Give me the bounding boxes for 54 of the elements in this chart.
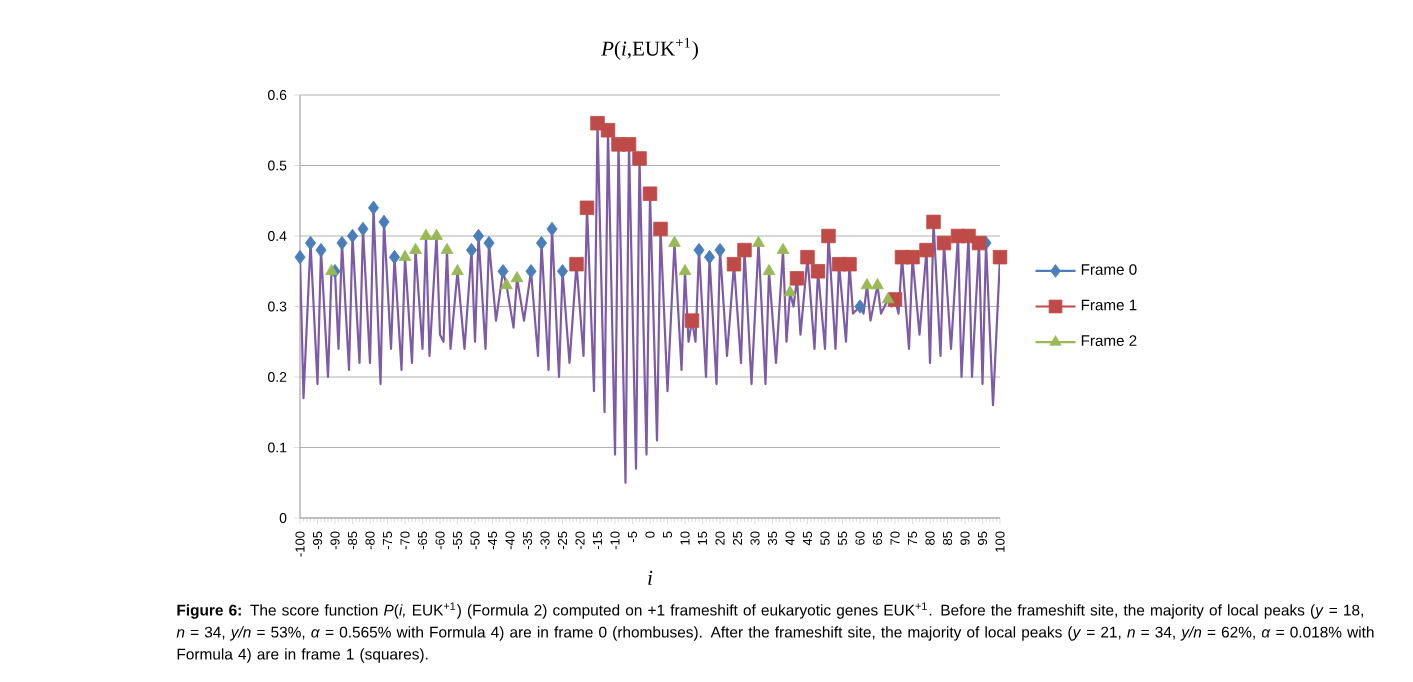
x-tick-label: -60 xyxy=(435,531,445,550)
x-tick-label: -30 xyxy=(540,531,550,550)
x-tick-label: 45 xyxy=(802,531,813,546)
x-tick-label: 0 xyxy=(645,531,655,538)
x-tick-label: 60 xyxy=(855,531,865,545)
x-tick-label: 25 xyxy=(732,531,743,545)
x-tick-label: -100 xyxy=(295,531,305,557)
x-tick-label: 95 xyxy=(977,531,988,545)
x-tick-label: -85 xyxy=(347,531,358,550)
x-tick-label: 65 xyxy=(872,531,883,545)
x-tick-label: 80 xyxy=(925,531,935,545)
x-tick-label: 100 xyxy=(995,531,1005,552)
x-tick-label: 15 xyxy=(697,531,708,545)
x-tick-label: -15 xyxy=(592,531,603,550)
legend-label: Frame 0 xyxy=(1081,264,1137,275)
x-tick-label: 10 xyxy=(680,531,690,545)
x-tick-label: -40 xyxy=(505,531,515,550)
legend-label: Frame 1 xyxy=(1081,299,1137,311)
x-tick-label: -95 xyxy=(312,531,323,550)
x-tick-label: -55 xyxy=(452,531,463,550)
y-tick-label: 0.2 xyxy=(268,372,287,382)
x-tick-label: -75 xyxy=(382,531,393,550)
x-tick-label: -25 xyxy=(557,531,568,550)
x-tick-label: -45 xyxy=(487,531,498,550)
x-tick-label: -70 xyxy=(400,531,410,550)
x-tick-label: 90 xyxy=(960,531,970,545)
text: Figure 6: The score function P(i, EUK$^{+1}$) (Formula 2) computed on +1 frameshift of eukaryotic genes EUK$^{+1}$. Before the frameshift site, the majority of local peaks (y = 18, n = 34, y/n = 53%, α = 0.565% with Formula 4) are in frame 0 (rhombuses). After the frameshift site, the majority of local peaks (y = 21, n = 34, y/n = 62%, α = 0.018% with Formula 4) are in frame 1 (squares). xyxy=(176,602,1374,663)
x-tick-label: 35 xyxy=(767,531,778,546)
x-tick-label: -5 xyxy=(627,531,638,543)
chart-title: P(i,EUK$^{+1}$) xyxy=(601,37,698,60)
x-tick-label: 75 xyxy=(907,531,918,545)
x-tick-label: -35 xyxy=(522,531,533,550)
x-tick-label: -90 xyxy=(330,531,340,550)
x-tick-label: 30 xyxy=(750,531,760,546)
x-tick-label: 70 xyxy=(890,531,900,545)
y-tick-label: 0 xyxy=(279,513,287,523)
y-tick-label: 0.4 xyxy=(268,231,287,241)
y-tick-label: 0.6 xyxy=(268,90,287,100)
x-tick-label: 40 xyxy=(785,531,795,546)
y-tick-label: 0.5 xyxy=(268,160,287,171)
x-tick-label: 20 xyxy=(715,531,725,545)
x-tick-label: 55 xyxy=(837,531,848,545)
x-axis-title: i xyxy=(648,570,653,585)
x-tick-label: -65 xyxy=(417,531,428,550)
y-tick-label: 0.3 xyxy=(268,301,287,312)
x-tick-label: -20 xyxy=(575,531,585,550)
x-tick-label: 85 xyxy=(942,531,953,545)
x-tick-label: -10 xyxy=(610,531,620,550)
x-tick-label: 50 xyxy=(820,531,830,545)
x-tick-label: -50 xyxy=(470,531,480,550)
legend-label: Frame 2 xyxy=(1081,335,1137,346)
x-tick-label: 5 xyxy=(662,531,673,538)
x-tick-label: -80 xyxy=(365,531,375,550)
y-tick-label: 0.1 xyxy=(268,442,287,453)
